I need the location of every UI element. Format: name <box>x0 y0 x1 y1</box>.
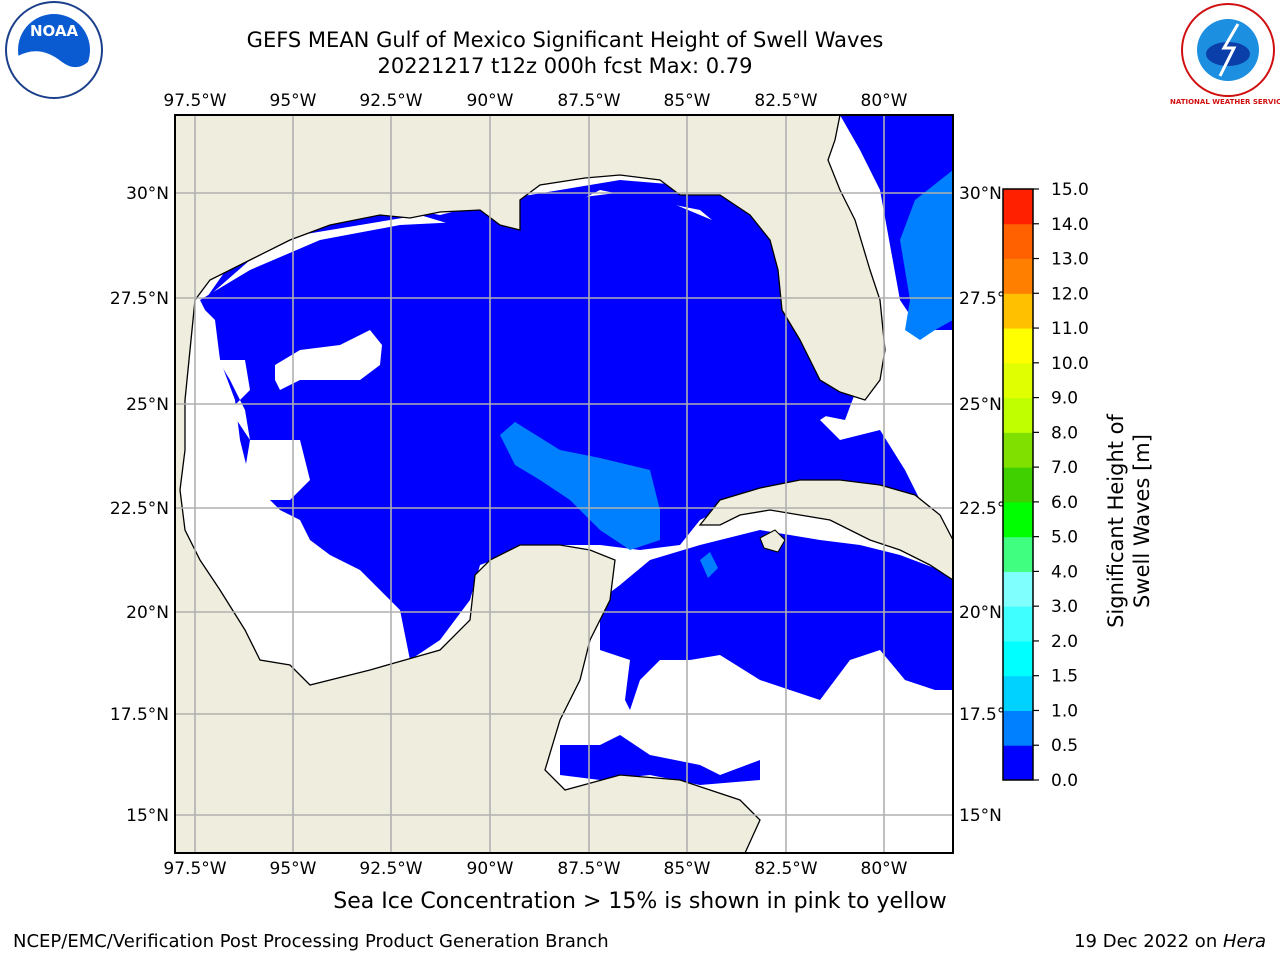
lon-label-top: 97.5°W <box>163 91 226 111</box>
colorbar-tick-label: 0.0 <box>1051 771 1078 791</box>
colorbar-tick-label: 3.0 <box>1051 597 1078 617</box>
colorbar-tick-label: 2.0 <box>1051 632 1078 652</box>
lon-label-top: 87.5°W <box>557 91 620 111</box>
footer-date: 19 Dec 2022 on Hera <box>1074 931 1266 952</box>
lat-label-right: 25°N <box>959 395 1002 415</box>
noaa-logo: NOAA <box>5 1 103 99</box>
colorbar-segment <box>1003 606 1033 642</box>
lon-label-top: 92.5°W <box>359 91 422 111</box>
lat-label-right: 30°N <box>959 184 1002 204</box>
colorbar-segment <box>1003 189 1033 225</box>
footer-date-text: 19 Dec 2022 on <box>1074 931 1223 952</box>
colorbar-tick-label: 9.0 <box>1051 389 1078 409</box>
map-area <box>175 115 953 853</box>
colorbar-segment <box>1003 710 1033 746</box>
swell-field-gulf <box>200 115 953 660</box>
colorbar-segment <box>1003 501 1033 538</box>
swell-field-caribbean-south <box>560 735 760 785</box>
colorbar-segment <box>1003 745 1033 781</box>
nws-logo-text: NATIONAL WEATHER SERVICE <box>1170 98 1280 106</box>
chart-title: GEFS MEAN Gulf of Mexico Significant Hei… <box>246 28 884 52</box>
lat-label-left: 25°N <box>126 395 169 415</box>
colorbar-frame <box>1002 188 1034 781</box>
colorbar-tick-label: 0.5 <box>1051 736 1078 756</box>
colorbar-segment <box>1003 362 1033 399</box>
lat-label-left: 20°N <box>126 603 169 623</box>
swell-field-caribbean <box>600 530 953 710</box>
lon-label-bottom: 95°W <box>270 859 317 879</box>
lat-label-left: 22.5°N <box>110 499 169 519</box>
colorbar-tick-label: 7.0 <box>1051 458 1078 478</box>
colorbar <box>1002 188 1034 781</box>
colorbar-tick-label: 5.0 <box>1051 528 1078 548</box>
no-data-patch <box>925 400 953 500</box>
map-frame <box>174 114 954 854</box>
colorbar-segment <box>1003 258 1033 294</box>
colorbar-tick-label: 1.5 <box>1051 667 1078 687</box>
colorbar-tick-label: 8.0 <box>1051 423 1078 443</box>
swell-field-small-mid <box>700 552 718 578</box>
lon-label-top: 85°W <box>664 91 711 111</box>
colorbar-segment <box>1003 675 1033 711</box>
swell-field-gulf-mid <box>500 422 660 550</box>
colorbar-segment <box>1003 293 1033 329</box>
colorbar-tick-label: 10.0 <box>1051 354 1089 374</box>
colorbar-label: Significant Height of Swell Waves [m] <box>1104 414 1154 628</box>
colorbar-segment <box>1003 397 1033 433</box>
lon-label-top: 80°W <box>861 91 908 111</box>
lon-label-bottom: 80°W <box>861 859 908 879</box>
lon-label-bottom: 92.5°W <box>359 859 422 879</box>
lon-label-bottom: 82.5°W <box>754 859 817 879</box>
footer-host: Hera <box>1222 931 1266 952</box>
colorbar-segment <box>1003 432 1033 468</box>
colorbar-tick-label: 1.0 <box>1051 701 1078 721</box>
colorbar-tick-label: 11.0 <box>1051 319 1089 339</box>
colorbar-tick-label: 6.0 <box>1051 493 1078 513</box>
lon-labels: 97.5°W 95°W 92.5°W 90°W 87.5°W 85°W 82.5… <box>163 91 907 879</box>
lon-label-bottom: 87.5°W <box>557 859 620 879</box>
chart-subtitle: 20221217 t12z 000h fcst Max: 0.79 <box>377 54 753 78</box>
colorbar-tick-label: 4.0 <box>1051 562 1078 582</box>
lon-label-top: 95°W <box>270 91 317 111</box>
lat-label-right: 20°N <box>959 603 1002 623</box>
no-data-patch <box>915 362 942 390</box>
lon-label-bottom: 90°W <box>467 859 514 879</box>
lat-label-right: 15°N <box>959 806 1002 826</box>
land-island <box>759 529 786 553</box>
colorbar-tick-label: 13.0 <box>1051 250 1089 270</box>
colorbar-segment <box>1003 640 1033 677</box>
colorbar-segment <box>1003 328 1033 364</box>
lat-label-left: 15°N <box>126 806 169 826</box>
lon-label-bottom: 85°W <box>664 859 711 879</box>
colorbar-segment <box>1003 223 1033 260</box>
lat-label-left: 17.5°N <box>110 705 169 725</box>
sea-ice-note: Sea Ice Concentration > 15% is shown in … <box>333 889 947 914</box>
noaa-logo-text: NOAA <box>30 22 79 40</box>
lat-label-left: 27.5°N <box>110 289 169 309</box>
nws-logo: NATIONAL WEATHER SERVICE <box>1170 3 1280 106</box>
map-gridlines <box>175 115 953 853</box>
colorbar-segment <box>1003 536 1033 572</box>
lon-label-top: 90°W <box>467 91 514 111</box>
colorbar-segment <box>1003 467 1033 503</box>
colorbar-tick-label: 15.0 <box>1051 180 1089 200</box>
lat-label-left: 30°N <box>126 184 169 204</box>
land-cuba <box>698 479 953 581</box>
colorbar-segment <box>1003 571 1033 607</box>
colorbar-tick-label: 12.0 <box>1051 284 1089 304</box>
colorbar-tick-label: 14.0 <box>1051 215 1089 235</box>
lon-label-bottom: 97.5°W <box>163 859 226 879</box>
no-data-patch <box>275 330 382 390</box>
colorbar-ticks: 15.0 14.0 13.0 12.0 11.0 10.0 9.0 8.0 7.0 6.0 5.0 4… <box>1033 180 1089 791</box>
lon-label-top: 82.5°W <box>754 91 817 111</box>
footer-credit: NCEP/EMC/Verification Post Processing Pr… <box>13 931 609 952</box>
no-data-patch <box>195 300 310 500</box>
